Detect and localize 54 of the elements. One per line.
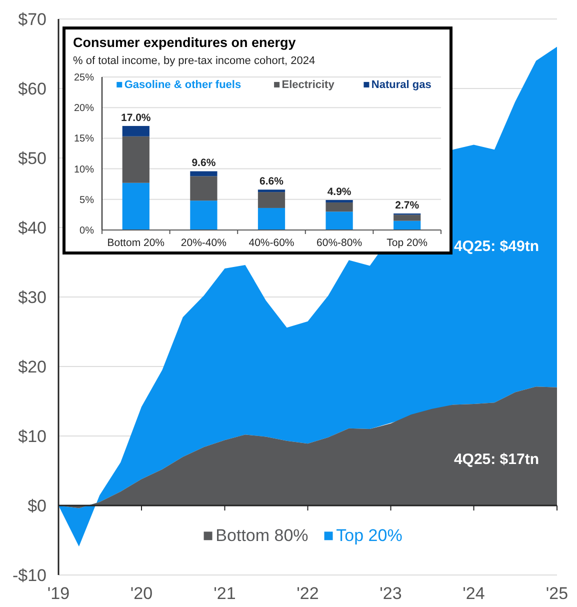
total-label: 9.6% (192, 157, 216, 170)
y-tick-label: 25% (74, 72, 94, 84)
legend-label: Gasoline & other fuels (124, 79, 242, 91)
x-tick-label: '22 (296, 584, 319, 603)
x-tick-label: '25 (546, 584, 568, 603)
chart-subtitle: % of total income, by pre-tax income cohort, 2024 (73, 55, 316, 67)
annotation: 4Q25: $49tn (454, 238, 539, 256)
bar (326, 212, 353, 230)
bar (122, 182, 150, 230)
chart-title: Consumer expenditures on energy (73, 35, 296, 50)
y-tick-label: $20 (18, 357, 46, 376)
bar (394, 220, 421, 230)
bar (190, 200, 218, 230)
total-label: 17.0% (121, 112, 152, 124)
y-tick-label: 0% (80, 226, 94, 236)
total-label: 4.9% (327, 186, 352, 198)
bar (326, 202, 353, 212)
total-label: 2.7% (395, 199, 420, 212)
y-tick-label: $60 (18, 79, 46, 98)
annotation: 4Q25: $17tn (454, 451, 539, 468)
bar (258, 208, 286, 230)
legend-label: Bottom 80% (216, 526, 308, 545)
x-tick-label: '23 (380, 584, 402, 603)
x-tick-label: 60%-80% (316, 237, 362, 249)
bar (122, 136, 150, 183)
x-tick-label: Bottom 20% (107, 237, 164, 249)
y-tick-label: $70 (18, 10, 46, 29)
x-tick-label: 20%-40% (180, 237, 226, 249)
bar (394, 214, 421, 221)
x-tick-label: 40%-60% (248, 237, 294, 249)
y-tick-label: $0 (28, 496, 46, 516)
y-tick-label: $30 (18, 288, 46, 307)
y-tick-label: 5% (80, 194, 94, 206)
bar (122, 126, 150, 136)
y-tick-label: $40 (18, 218, 46, 238)
y-tick-label: 10% (74, 164, 94, 176)
y-tick-label: $50 (18, 148, 46, 168)
x-tick-label: Top 20% (386, 237, 428, 249)
y-tick-label: 15% (74, 134, 94, 145)
x-tick-label: '24 (462, 584, 485, 603)
bar (190, 171, 218, 176)
y-tick-label: $10 (18, 426, 46, 446)
y-tick-label: -$10 (12, 566, 46, 585)
bar (190, 176, 218, 201)
x-tick-label: '19 (47, 584, 70, 603)
legend-label: Top 20% (336, 526, 402, 545)
legend-label: Natural gas (371, 79, 432, 91)
total-label: 6.6% (260, 176, 284, 188)
y-tick-label: 20% (74, 103, 94, 114)
bar (258, 190, 286, 192)
legend-label: Electricity (282, 79, 336, 91)
x-tick-label: '21 (214, 584, 236, 603)
x-tick-label: '20 (130, 584, 153, 603)
bar (258, 192, 286, 208)
